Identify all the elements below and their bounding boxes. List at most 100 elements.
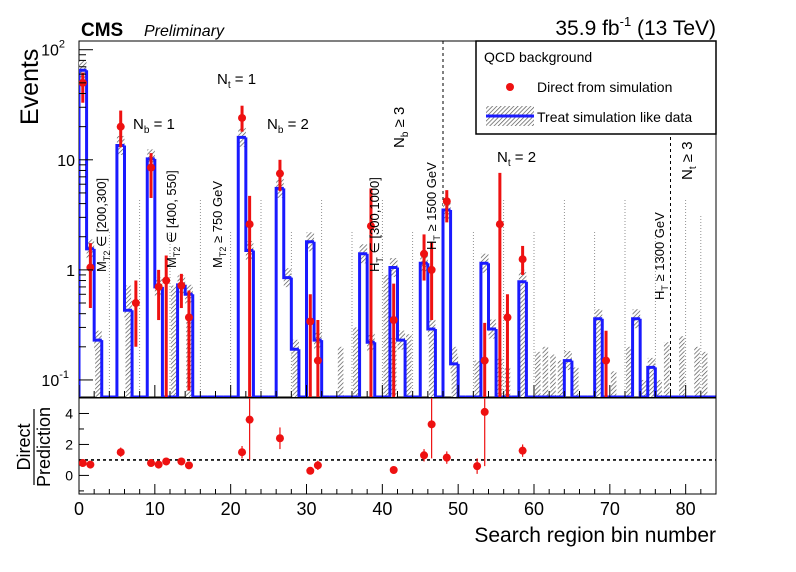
region-annotations: Nt = 1 Nt = 2 Nt ≥ 3 Nb = 1 Nb = 2 Nb ≥ … — [94, 71, 699, 300]
direct-point — [162, 276, 171, 285]
status-label: Preliminary — [144, 23, 225, 40]
direct-point — [306, 317, 315, 326]
x-axis-label: Search region bin number — [474, 524, 716, 547]
y-tick-label: 10 — [57, 153, 75, 170]
hatch-bar — [125, 285, 132, 397]
prediction-bin — [373, 342, 383, 397]
direct-point — [602, 356, 611, 365]
hatch-bar — [595, 318, 602, 397]
legend-direct-label: Direct from simulation — [537, 79, 672, 95]
prediction-bin — [92, 248, 102, 342]
ratio-point — [480, 407, 489, 416]
ratio-point — [177, 457, 186, 466]
legend-title: QCD background — [484, 49, 592, 65]
ratio-point — [442, 453, 451, 462]
x-tick-label: 40 — [372, 499, 392, 519]
prediction-bin — [358, 252, 368, 397]
ratio-point — [238, 448, 247, 457]
y-axis-label: Events — [16, 49, 44, 125]
annotation-mt2-200-300: MT2 ∈ [200,300] — [94, 178, 112, 272]
annotation-nt1: Nt = 1 — [217, 71, 256, 91]
direct-point — [495, 220, 504, 229]
x-tick-label: 60 — [524, 499, 544, 519]
prediction-bin — [160, 286, 170, 397]
ratio-point — [473, 462, 482, 471]
ratio-y-tick-label: 2 — [65, 436, 73, 452]
direct-point — [238, 113, 247, 122]
annotation-nb2: Nb = 2 — [267, 116, 309, 136]
ratio-panel-frame — [78, 397, 717, 495]
hatch-bar — [353, 327, 359, 397]
hatch-bar — [626, 346, 632, 397]
legend: QCD background Direct from simulation Tr… — [475, 40, 717, 135]
annotation-nt2: Nt = 2 — [497, 149, 536, 169]
prediction-bin — [456, 363, 466, 397]
prediction-bin — [631, 317, 641, 397]
ratio-point — [420, 451, 429, 460]
prediction-bin — [282, 188, 292, 280]
prediction-bin — [600, 318, 610, 397]
prediction-bin — [130, 310, 140, 397]
x-tick-label: 50 — [448, 499, 468, 519]
lumi-exponent: -1 — [620, 14, 632, 29]
legend-treat-label: Treat simulation like data — [537, 109, 692, 125]
direct-point — [420, 249, 429, 258]
prediction-bin — [79, 68, 87, 397]
prediction-bin — [562, 359, 572, 397]
prediction-bin — [403, 340, 413, 397]
prediction-bin — [297, 349, 307, 397]
prediction-bin — [100, 340, 110, 397]
ratio-y-tick-label: 4 — [65, 405, 73, 421]
ratio-point — [154, 460, 163, 469]
prediction-bin — [236, 135, 246, 397]
direct-point — [275, 169, 284, 178]
direct-simulation-points — [79, 72, 611, 397]
direct-point — [480, 356, 489, 365]
ratio-point — [184, 461, 193, 470]
experiment-label: CMS — [81, 20, 123, 41]
ratio-y-label-denominator: Prediction — [34, 407, 54, 487]
hatch-bar — [519, 269, 526, 397]
energy-label: (13 TeV) — [631, 17, 716, 40]
x-tick-label: 10 — [145, 499, 165, 519]
direct-point — [147, 163, 156, 172]
ratio-point — [313, 461, 322, 470]
hatch-bar — [428, 336, 435, 397]
prediction-bin — [320, 340, 330, 397]
direct-point — [442, 197, 451, 206]
x-tick-label: 0 — [74, 499, 84, 519]
ratio-y-axis-label: Direct Prediction — [14, 407, 54, 487]
ratio-point — [116, 448, 125, 457]
prediction-bin — [153, 158, 163, 289]
annotation-nb3: Nb ≥ 3 — [391, 107, 411, 148]
x-tick-label: 70 — [600, 499, 620, 519]
y-tick-label: 102 — [41, 39, 65, 60]
hatch-bar — [383, 274, 389, 397]
prediction-bin — [251, 250, 261, 397]
annotation-nb1: Nb = 1 — [133, 116, 175, 136]
prediction-bin — [479, 261, 489, 397]
direct-point — [518, 255, 527, 264]
prediction-bin — [388, 266, 398, 397]
hatch-bar — [542, 346, 549, 397]
ratio-point — [86, 460, 95, 469]
ratio-point — [79, 459, 87, 468]
ratio-point — [306, 466, 315, 475]
ratio-y-tick-label: 0 — [65, 467, 73, 483]
prediction-bin — [449, 209, 459, 366]
hatch-bar — [610, 371, 617, 397]
hatch-bar — [701, 351, 708, 397]
annotation-nt3: Nt ≥ 3 — [679, 141, 699, 180]
prediction-bin — [638, 318, 648, 397]
x-tick-label: 20 — [221, 499, 241, 519]
prediction-bin — [305, 240, 315, 397]
direct-point — [131, 299, 140, 308]
direct-point — [245, 220, 254, 229]
direct-point — [184, 313, 193, 322]
prediction-bin — [426, 263, 436, 331]
lumi-value: 35.9 fb — [555, 17, 619, 40]
ratio-point — [245, 415, 254, 424]
hatch-bar — [95, 336, 101, 397]
